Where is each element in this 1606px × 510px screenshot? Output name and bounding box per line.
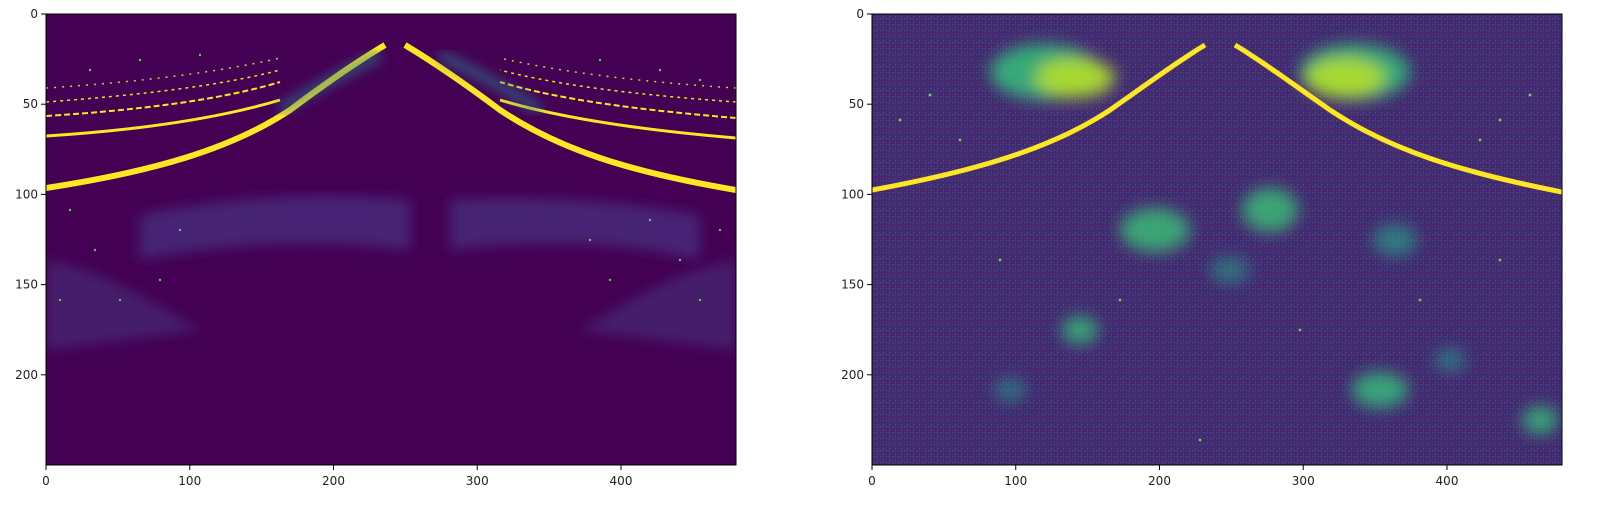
- left-speckles: [58, 53, 722, 302]
- right-y-tick-label: 100: [841, 187, 864, 201]
- left-faint-band-4: [580, 260, 736, 350]
- left-arc-3-left: [46, 81, 281, 117]
- left-y-tick-label: 100: [15, 187, 38, 201]
- right-y-tick-label: 50: [849, 97, 864, 111]
- left-x-tick-label: 400: [610, 474, 633, 488]
- right-x-ticks: 0 100 200 300 400: [868, 465, 1458, 488]
- left-arc-4-right: [499, 69, 736, 103]
- right-y-ticks: 0 50 100 150 200: [841, 7, 872, 382]
- left-x-tick-label: 0: [42, 474, 50, 488]
- left-arc-4-left: [46, 69, 281, 103]
- left-y-tick-label: 50: [23, 97, 38, 111]
- right-y-tick-label: 200: [841, 368, 864, 382]
- left-faint-band-1: [140, 195, 410, 260]
- right-y-tick-label: 150: [841, 278, 864, 292]
- right-background: [872, 14, 1562, 465]
- right-x-tick-label: 100: [1004, 474, 1027, 488]
- right-heatmap-image: [872, 14, 1562, 465]
- left-x-tick-label: 100: [178, 474, 201, 488]
- left-main-arc-right: [403, 42, 736, 193]
- right-x-tick-label: 300: [1292, 474, 1315, 488]
- left-y-ticks: 0 50 100 150 200: [15, 7, 46, 382]
- left-x-ticks: 0 100 200 300 400: [42, 465, 632, 488]
- left-y-tick-label: 0: [30, 7, 38, 21]
- right-clusters: [990, 44, 1558, 434]
- left-faint-band-3: [46, 260, 200, 350]
- left-glow-right: [437, 50, 543, 115]
- left-arc-2-left: [46, 98, 281, 138]
- right-x-tick-label: 400: [1436, 474, 1459, 488]
- right-main-arc-left: [872, 42, 1207, 193]
- right-speckles: [898, 93, 1532, 442]
- left-y-tick-label: 200: [15, 368, 38, 382]
- left-heatmap-image: [46, 14, 736, 465]
- right-x-tick-label: 0: [868, 474, 876, 488]
- left-glow-left: [277, 50, 383, 115]
- right-main-arc-right: [1233, 42, 1562, 195]
- left-x-tick-label: 200: [322, 474, 345, 488]
- right-y-tick-label: 0: [856, 7, 864, 21]
- left-x-tick-label: 300: [466, 474, 489, 488]
- right-x-tick-label: 200: [1148, 474, 1171, 488]
- left-axes-frame: [45, 13, 737, 466]
- right-axes-frame: [871, 13, 1563, 466]
- left-faint-band-2: [450, 198, 700, 260]
- left-heatmap-panel: 0 100 200 300 400 0 50 100 150 200: [15, 7, 737, 488]
- left-arc-2-right: [499, 98, 736, 140]
- left-y-tick-label: 150: [15, 278, 38, 292]
- right-heatmap-panel: 0 100 200 300 400 0 50 100 150 200: [841, 7, 1563, 488]
